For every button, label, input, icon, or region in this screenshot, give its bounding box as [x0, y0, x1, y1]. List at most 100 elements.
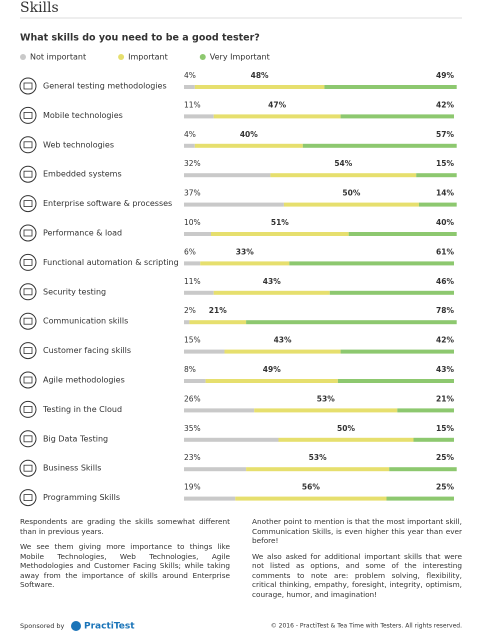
row-icon-glyph: [23, 229, 33, 237]
row-icon: [19, 283, 37, 301]
value-label: 11%: [184, 277, 201, 286]
bar-segment: [205, 379, 338, 383]
legend-label: Very Important: [210, 53, 270, 62]
bar-segment: [329, 290, 454, 295]
value-label: 21%: [436, 394, 454, 403]
value-label: 49%: [436, 71, 454, 80]
bar-segment: [184, 143, 195, 148]
value-label: 47%: [268, 100, 286, 109]
value-label: 33%: [236, 247, 254, 256]
row-icon-glyph: [23, 435, 33, 443]
category-label: Programming Skills: [43, 493, 120, 502]
bar-segment: [324, 85, 457, 89]
category-label: Business Skills: [43, 464, 101, 473]
value-label: 25%: [436, 453, 454, 462]
legend-dot: [118, 54, 125, 60]
row-icon-glyph: [23, 317, 33, 325]
value-label: 51%: [271, 218, 289, 227]
bar-segment: [413, 437, 454, 442]
row-icon-glyph: [23, 112, 33, 119]
value-label: 61%: [436, 247, 454, 256]
value-label: 40%: [436, 218, 454, 227]
row-icon: [19, 342, 37, 360]
left-column: Respondents are grading the skills somew…: [20, 517, 230, 596]
bar-segment: [418, 202, 457, 207]
category-label: Web technologies: [43, 140, 114, 149]
value-label: 32%: [184, 159, 201, 168]
value-label: 54%: [334, 159, 352, 168]
legend-dot: [20, 54, 26, 60]
value-label: 53%: [309, 453, 327, 462]
value-label: 42%: [436, 100, 454, 109]
bar-segment: [194, 143, 303, 148]
paragraph: We see them giving more importance to th…: [20, 542, 230, 589]
value-label: 19%: [184, 483, 201, 492]
value-label: 23%: [184, 453, 201, 462]
bar-segment: [184, 290, 214, 295]
value-label: 48%: [251, 71, 269, 80]
bar-segment: [283, 202, 419, 207]
bar-segment: [184, 437, 279, 442]
category-label: Embedded systems: [43, 170, 122, 179]
value-label: 26%: [184, 394, 201, 403]
value-label: 21%: [209, 306, 227, 315]
row-icon: [19, 106, 37, 124]
bar-segment: [184, 202, 284, 207]
category-label: Performance & load: [43, 229, 122, 238]
row-icon-glyph: [23, 141, 33, 149]
right-column: Another point to mention is that the mos…: [252, 517, 462, 605]
row-icon: [19, 489, 37, 507]
row-icon: [19, 136, 37, 154]
bar-segment: [184, 320, 190, 325]
category-label: Agile methodologies: [43, 376, 125, 385]
value-label: 4%: [184, 130, 196, 139]
brand: PractiTest: [84, 622, 135, 632]
row-icon-glyph: [23, 405, 33, 413]
row-icon-glyph: [23, 200, 33, 208]
row-icon: [19, 430, 37, 448]
bar-segment: [397, 408, 454, 413]
value-label: 4%: [184, 71, 196, 80]
bar-segment: [340, 349, 454, 354]
bar-segment: [184, 349, 225, 354]
bar-segment: [235, 496, 387, 501]
page-title: Skills: [20, 0, 59, 16]
row-icon-glyph: [23, 82, 33, 90]
row-icon: [19, 253, 37, 271]
value-label: 37%: [184, 189, 201, 198]
paragraph: Another point to mention is that the mos…: [252, 517, 462, 545]
row-icon-glyph: [23, 494, 33, 502]
bar-segment: [270, 173, 417, 178]
category-label: Testing in the Cloud: [42, 405, 122, 414]
value-label: 42%: [436, 336, 454, 345]
value-label: 43%: [274, 336, 292, 345]
value-label: 49%: [263, 365, 281, 374]
value-label: 57%: [436, 130, 454, 139]
bar-segment: [184, 496, 236, 501]
row-icon: [19, 224, 37, 242]
row-icon-glyph: [23, 170, 33, 178]
value-label: 14%: [436, 189, 454, 198]
row-icon-glyph: [23, 464, 33, 472]
bar-segment: [254, 408, 398, 413]
row-icon-glyph: [23, 288, 33, 296]
row-icon: [19, 195, 37, 213]
bar-segment: [184, 85, 195, 89]
value-label: 50%: [337, 424, 355, 433]
category-label: Functional automation & scripting: [43, 258, 179, 267]
category-label: Communication skills: [43, 317, 128, 326]
bar-segment: [184, 173, 271, 178]
value-label: 8%: [184, 365, 196, 374]
value-label: 53%: [317, 394, 335, 403]
row-icon: [19, 77, 37, 95]
row-icon-glyph: [23, 258, 33, 266]
bar-segment: [416, 173, 457, 178]
bar-segment: [184, 408, 255, 413]
value-label: 50%: [342, 189, 360, 198]
value-label: 2%: [184, 306, 196, 315]
value-label: 15%: [184, 336, 201, 345]
bar-segment: [189, 320, 247, 325]
logo-icon: [71, 621, 81, 631]
